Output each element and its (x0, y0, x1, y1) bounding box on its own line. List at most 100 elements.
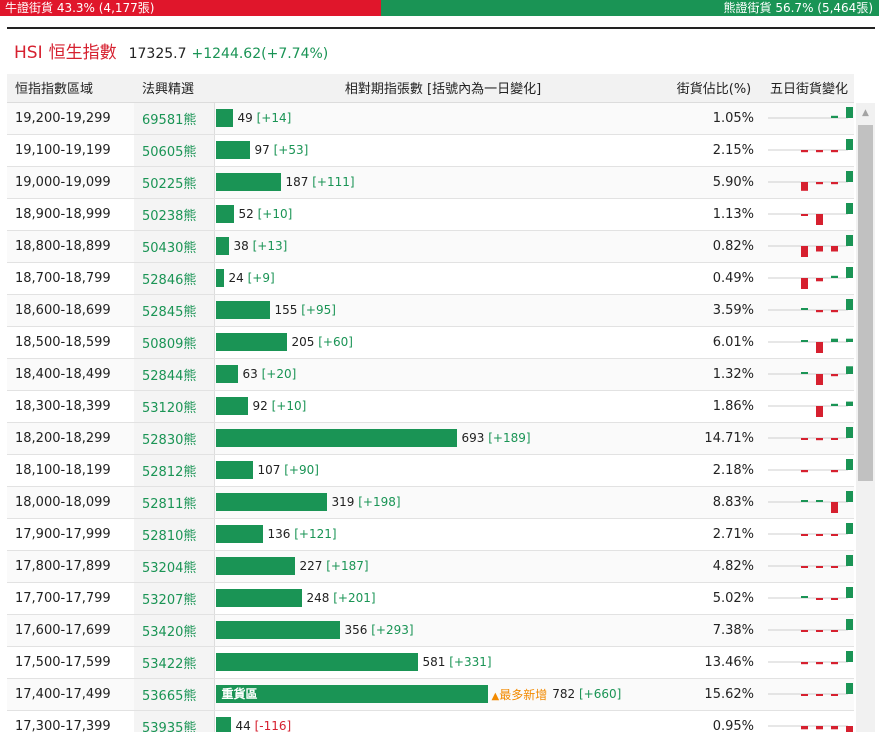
warrant-link[interactable]: 50809熊 (134, 326, 214, 359)
daily-change: [+14] (256, 111, 292, 125)
daily-change: [+90] (284, 463, 319, 477)
warrant-link[interactable]: 53935熊 (134, 710, 214, 732)
sparkline-bar (816, 245, 823, 251)
warrant-link[interactable]: 52811熊 (134, 486, 214, 519)
bull-bear-ratio-bar: 牛證街貨 43.3% (4,177張) 熊證街貨 56.7% (5,464張) (0, 0, 879, 16)
warrant-link[interactable]: 50605熊 (134, 134, 214, 167)
sparkline-bar (831, 693, 838, 696)
outstanding-pct: 6.01% (664, 326, 764, 359)
five-day-sparkline (768, 586, 853, 600)
sparkline-bar (831, 181, 838, 184)
warrant-link[interactable]: 52810熊 (134, 518, 214, 551)
contracts-number: 227 (299, 559, 323, 573)
contracts-number: 44 (235, 719, 251, 732)
scroll-up-icon[interactable]: ▲ (862, 108, 869, 118)
five-day-sparkline-cell (764, 646, 854, 679)
sparkline-bar (801, 149, 808, 152)
five-day-sparkline-cell (764, 486, 854, 519)
header-contracts: 相對期指張數 [括號內為一日變化] (214, 74, 664, 103)
sparkline-bar (816, 341, 823, 353)
contracts-number: 693 (461, 431, 485, 445)
five-day-sparkline-cell (764, 550, 854, 583)
contracts-value: 136 [+121] (268, 527, 337, 541)
index-range: 18,200-18,299 (7, 422, 134, 455)
index-range: 18,600-18,699 (7, 294, 134, 327)
sparkline-bar (831, 373, 838, 376)
sparkline-bar (846, 586, 853, 598)
scroll-thumb[interactable] (858, 125, 873, 481)
five-day-sparkline (768, 106, 853, 118)
five-day-sparkline-cell (764, 262, 854, 295)
sparkline-bar (846, 650, 853, 662)
daily-change: [+121] (294, 527, 337, 541)
vertical-scrollbar[interactable]: ▲ (856, 103, 875, 732)
warrant-link[interactable]: 52846熊 (134, 262, 214, 295)
sparkline-bar (801, 595, 808, 598)
five-day-sparkline-cell (764, 390, 854, 423)
five-day-sparkline (768, 266, 853, 289)
contracts-cell: 107 [+90] (213, 454, 664, 487)
table-row: 17,700-17,799 53207熊 248 [+201] 5.02% (7, 582, 854, 615)
warrant-link[interactable]: 50225熊 (134, 166, 214, 199)
contracts-number: 248 (306, 591, 330, 605)
daily-change: [+111] (312, 175, 355, 189)
warrant-link[interactable]: 53120熊 (134, 390, 214, 423)
sparkline-bar (846, 266, 853, 278)
sparkline-bar (816, 181, 823, 184)
five-day-sparkline-cell (764, 582, 854, 615)
warrant-link[interactable]: 69581熊 (134, 102, 214, 135)
sparkline-bar (816, 277, 823, 281)
table-row: 17,800-17,899 53204熊 227 [+187] 4.82% (7, 550, 854, 583)
warrant-link[interactable]: 50238熊 (134, 198, 214, 231)
warrant-link[interactable]: 53665熊 (134, 678, 214, 711)
sparkline-bar (831, 725, 838, 729)
sparkline-bar (846, 426, 853, 438)
warrant-link[interactable]: 53207熊 (134, 582, 214, 615)
warrant-link[interactable]: 53420熊 (134, 614, 214, 647)
contracts-number: 24 (228, 271, 244, 285)
sparkline-bar (816, 149, 823, 152)
sparkline-bar (831, 565, 838, 568)
five-day-sparkline (768, 426, 853, 440)
five-day-sparkline (768, 298, 853, 312)
warrant-link[interactable]: 52845熊 (134, 294, 214, 327)
contracts-bar (215, 141, 250, 159)
outstanding-pct: 0.82% (664, 230, 764, 263)
index-header: HSI 恒生指數 17325.7 +1244.62(+7.74%) (14, 38, 328, 63)
contracts-cell: 205 [+60] (213, 326, 664, 359)
five-day-sparkline (768, 554, 853, 568)
outstanding-pct: 2.15% (664, 134, 764, 167)
contracts-cell: 重貨區 ▲最多新增 782 [+660] (213, 678, 664, 711)
warrant-link[interactable]: 53204熊 (134, 550, 214, 583)
five-day-sparkline-cell (764, 134, 854, 167)
sparkline-bar (816, 499, 823, 502)
contracts-bar (215, 333, 287, 351)
daily-change: [+187] (326, 559, 369, 573)
sparkline-bar (816, 437, 823, 440)
sparkline-bar (846, 490, 853, 502)
sparkline-bar (801, 181, 808, 191)
sparkline-bar (801, 533, 808, 536)
sparkline-bar (831, 245, 838, 251)
sparkline-bar (831, 501, 838, 513)
triangle-up-icon: ▲ (491, 690, 500, 702)
sparkline-bar (846, 618, 853, 630)
warrant-link[interactable]: 52812熊 (134, 454, 214, 487)
warrant-link[interactable]: 53422熊 (134, 646, 214, 679)
contracts-cell: 227 [+187] (213, 550, 664, 583)
contracts-value: 92 [+10] (253, 399, 307, 413)
sparkline-bar (801, 213, 808, 216)
warrant-link[interactable]: 50430熊 (134, 230, 214, 263)
outstanding-pct: 0.49% (664, 262, 764, 295)
daily-change: [+13] (252, 239, 288, 253)
sparkline-bar (816, 661, 823, 664)
index-range: 18,800-18,899 (7, 230, 134, 263)
sparkline-bar (801, 277, 808, 289)
warrant-link[interactable]: 52844熊 (134, 358, 214, 391)
sparkline-bar (816, 597, 823, 600)
warrant-link[interactable]: 52830熊 (134, 422, 214, 455)
five-day-sparkline (768, 725, 853, 732)
sparkline-bar (846, 138, 853, 150)
contracts-cell: 136 [+121] (213, 518, 664, 551)
index-range: 17,900-17,999 (7, 518, 134, 551)
